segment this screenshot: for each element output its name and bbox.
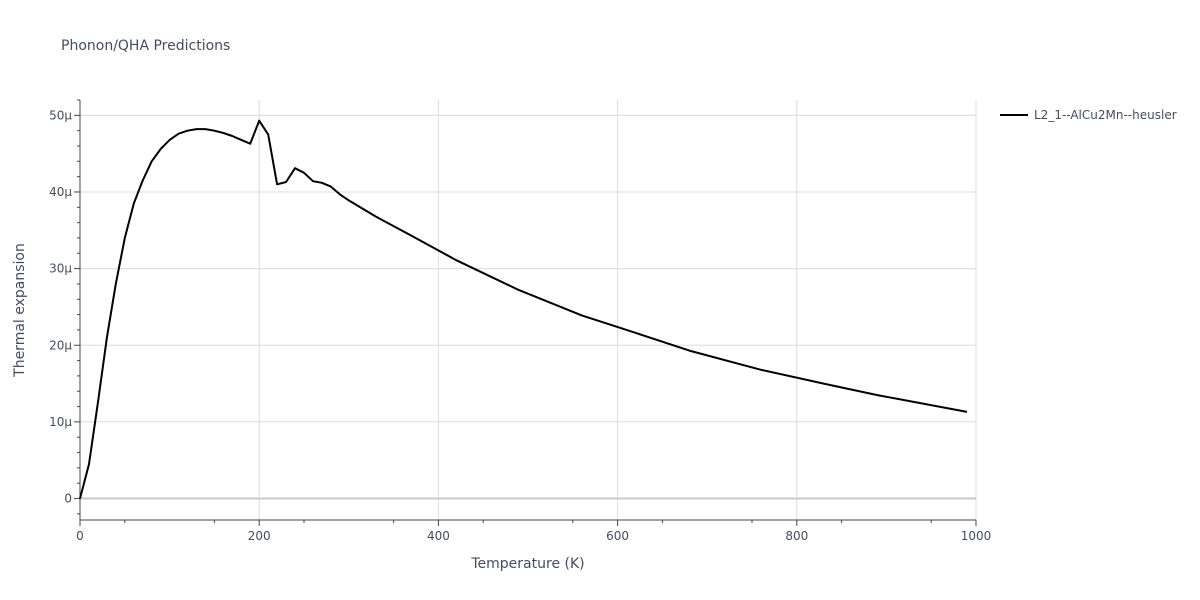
x-tick-label: 400 bbox=[427, 529, 450, 543]
x-tick-label: 600 bbox=[606, 529, 629, 543]
y-tick-label: 50μ bbox=[49, 108, 72, 122]
x-tick-label: 0 bbox=[76, 529, 84, 543]
tick-labels: 0 200 400 600 800 1000 0 10μ 20μ 30μ 40μ 50μ bbox=[49, 108, 991, 543]
x-tick-label: 1000 bbox=[961, 529, 992, 543]
x-axis-title: Temperature (K) bbox=[470, 556, 584, 572]
y-axis-title: Thermal expansion bbox=[12, 243, 28, 378]
legend-label: L2_1--AlCu2Mn--heusler bbox=[1034, 108, 1177, 122]
series-line bbox=[79, 119, 968, 499]
legend[interactable]: L2_1--AlCu2Mn--heusler bbox=[1000, 108, 1177, 122]
x-tick-label: 800 bbox=[785, 529, 808, 543]
grid bbox=[80, 100, 977, 520]
axes bbox=[74, 99, 977, 526]
y-tick-label: 0 bbox=[64, 492, 72, 506]
x-tick-label: 200 bbox=[248, 529, 271, 543]
chart-title: Phonon/QHA Predictions bbox=[61, 38, 230, 54]
y-tick-label: 20μ bbox=[49, 338, 72, 352]
y-tick-label: 30μ bbox=[49, 262, 72, 276]
plot-area bbox=[79, 119, 968, 499]
y-tick-label: 40μ bbox=[49, 185, 72, 199]
y-tick-label: 10μ bbox=[49, 415, 72, 429]
